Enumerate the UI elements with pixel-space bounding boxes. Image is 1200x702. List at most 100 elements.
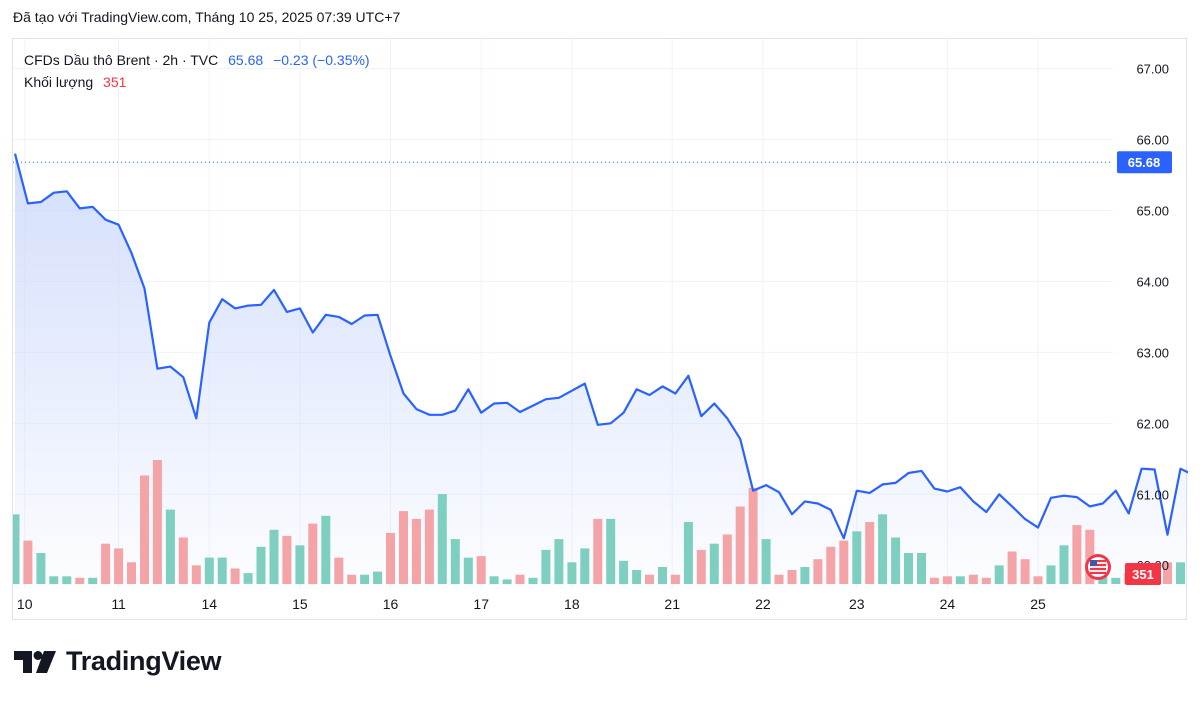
volume-bar[interactable] bbox=[178, 537, 188, 585]
volume-bar[interactable] bbox=[386, 532, 395, 584]
volume-bar[interactable] bbox=[606, 518, 616, 584]
volume-bar[interactable] bbox=[787, 570, 797, 584]
volume-bar[interactable] bbox=[489, 576, 499, 585]
volume-bar[interactable] bbox=[1176, 562, 1185, 584]
volume-bar[interactable] bbox=[1046, 565, 1056, 584]
volume-bar[interactable] bbox=[476, 556, 486, 584]
price-chart[interactable]: 61.0062.0063.0064.0065.0066.0067.0060.00… bbox=[13, 39, 1188, 621]
volume-bar[interactable] bbox=[593, 518, 603, 584]
volume-bar[interactable] bbox=[411, 518, 421, 584]
volume-bar[interactable] bbox=[269, 529, 279, 585]
volume-bar[interactable] bbox=[541, 549, 551, 584]
volume-bar[interactable] bbox=[13, 514, 20, 585]
volume-bar[interactable] bbox=[696, 549, 706, 584]
volume-bar[interactable] bbox=[632, 570, 642, 584]
volume-bar[interactable] bbox=[204, 557, 214, 584]
volume-bar[interactable] bbox=[230, 568, 240, 585]
volume-bar[interactable] bbox=[114, 548, 124, 584]
volume-bar[interactable] bbox=[23, 540, 33, 584]
volume-bar[interactable] bbox=[878, 514, 888, 585]
volume-bar[interactable] bbox=[891, 537, 901, 585]
volume-bar[interactable] bbox=[75, 577, 85, 584]
volume-bar[interactable] bbox=[334, 557, 344, 584]
volume-bar[interactable] bbox=[567, 562, 577, 584]
volume-bar[interactable] bbox=[321, 515, 331, 584]
volume-bar[interactable] bbox=[839, 540, 849, 584]
volume-bar[interactable] bbox=[424, 509, 434, 584]
volume-bar[interactable] bbox=[360, 574, 370, 584]
volume-bar[interactable] bbox=[347, 574, 357, 584]
volume-bar[interactable] bbox=[774, 574, 784, 584]
legend-symbol-row: CFDs Dầu thô Brent · 2h · TVC 65.68 −0.2… bbox=[24, 49, 370, 71]
volume-bar[interactable] bbox=[152, 460, 162, 584]
volume-bar[interactable] bbox=[735, 506, 745, 585]
x-tick-label: 23 bbox=[849, 596, 865, 612]
tradingview-logo[interactable]: TradingView bbox=[14, 646, 222, 677]
volume-bar[interactable] bbox=[437, 494, 447, 584]
volume-badge[interactable] bbox=[1125, 563, 1161, 585]
volume-bar[interactable] bbox=[968, 574, 978, 584]
volume-bar[interactable] bbox=[1007, 551, 1017, 585]
volume-bar[interactable] bbox=[722, 534, 732, 584]
volume-bar[interactable] bbox=[554, 539, 564, 585]
volume-bar[interactable] bbox=[1111, 577, 1121, 584]
volume-bar[interactable] bbox=[1020, 559, 1030, 584]
volume-label[interactable]: Khối lượng bbox=[24, 74, 94, 90]
volume-bar[interactable] bbox=[243, 573, 253, 584]
volume-bar[interactable] bbox=[463, 557, 473, 584]
volume-bar[interactable] bbox=[955, 576, 965, 585]
volume-bar[interactable] bbox=[450, 539, 460, 585]
volume-bar[interactable] bbox=[904, 553, 913, 584]
volume-bar[interactable] bbox=[813, 559, 823, 584]
volume-bar[interactable] bbox=[748, 487, 758, 584]
volume-bar[interactable] bbox=[645, 574, 654, 584]
volume-bar[interactable] bbox=[217, 557, 227, 584]
volume-bar[interactable] bbox=[709, 543, 719, 584]
volume-bar[interactable] bbox=[528, 577, 538, 584]
volume-bar[interactable] bbox=[658, 567, 667, 585]
chart-pane[interactable]: 61.0062.0063.0064.0065.0066.0067.0060.00… bbox=[12, 38, 1188, 621]
volume-bar[interactable] bbox=[191, 565, 201, 584]
volume-bar[interactable] bbox=[1033, 576, 1043, 585]
volume-bar[interactable] bbox=[295, 545, 305, 585]
volume-bar[interactable] bbox=[1059, 545, 1069, 585]
volume-bar[interactable] bbox=[981, 577, 991, 584]
x-tick-label: 11 bbox=[111, 596, 126, 612]
volume-bar[interactable] bbox=[670, 574, 680, 584]
price-line[interactable] bbox=[13, 90, 1188, 540]
volume-bar[interactable] bbox=[62, 576, 72, 585]
price-badge[interactable] bbox=[1117, 151, 1172, 174]
volume-bar[interactable] bbox=[942, 576, 952, 585]
volume-bar[interactable] bbox=[101, 543, 111, 584]
volume-bar[interactable] bbox=[800, 567, 810, 585]
volume-bar[interactable] bbox=[683, 522, 693, 584]
volume-bar[interactable] bbox=[282, 535, 292, 584]
volume-bar[interactable] bbox=[619, 560, 629, 585]
volume-bar[interactable] bbox=[49, 576, 59, 585]
volume-bar[interactable] bbox=[994, 565, 1004, 584]
volume-bar[interactable] bbox=[865, 522, 875, 584]
volume-bar[interactable] bbox=[1163, 562, 1172, 584]
volume-bar[interactable] bbox=[929, 577, 939, 584]
volume-bar[interactable] bbox=[308, 523, 318, 585]
chart-legend: CFDs Dầu thô Brent · 2h · TVC 65.68 −0.2… bbox=[24, 49, 370, 93]
volume-bar[interactable] bbox=[515, 574, 525, 584]
legend-volume-row: Khối lượng 351 bbox=[24, 71, 370, 93]
volume-bar[interactable] bbox=[1072, 525, 1082, 584]
volume-bar[interactable] bbox=[373, 571, 383, 584]
volume-bar[interactable] bbox=[165, 509, 175, 584]
volume-bar[interactable] bbox=[140, 475, 149, 585]
volume-bar[interactable] bbox=[826, 546, 836, 584]
volume-bar[interactable] bbox=[36, 553, 46, 584]
volume-bar[interactable] bbox=[852, 531, 862, 584]
volume-bar[interactable] bbox=[761, 539, 771, 585]
symbol-title[interactable]: CFDs Dầu thô Brent · 2h · TVC bbox=[24, 52, 219, 68]
volume-bar[interactable] bbox=[399, 511, 408, 584]
volume-bar[interactable] bbox=[127, 562, 136, 584]
volume-bar[interactable] bbox=[917, 553, 926, 584]
volume-bar[interactable] bbox=[580, 548, 590, 584]
volume-bar[interactable] bbox=[88, 577, 98, 584]
volume-bar[interactable] bbox=[256, 546, 266, 584]
y-tick-label: 65.00 bbox=[1136, 203, 1169, 218]
volume-bar[interactable] bbox=[502, 579, 512, 585]
